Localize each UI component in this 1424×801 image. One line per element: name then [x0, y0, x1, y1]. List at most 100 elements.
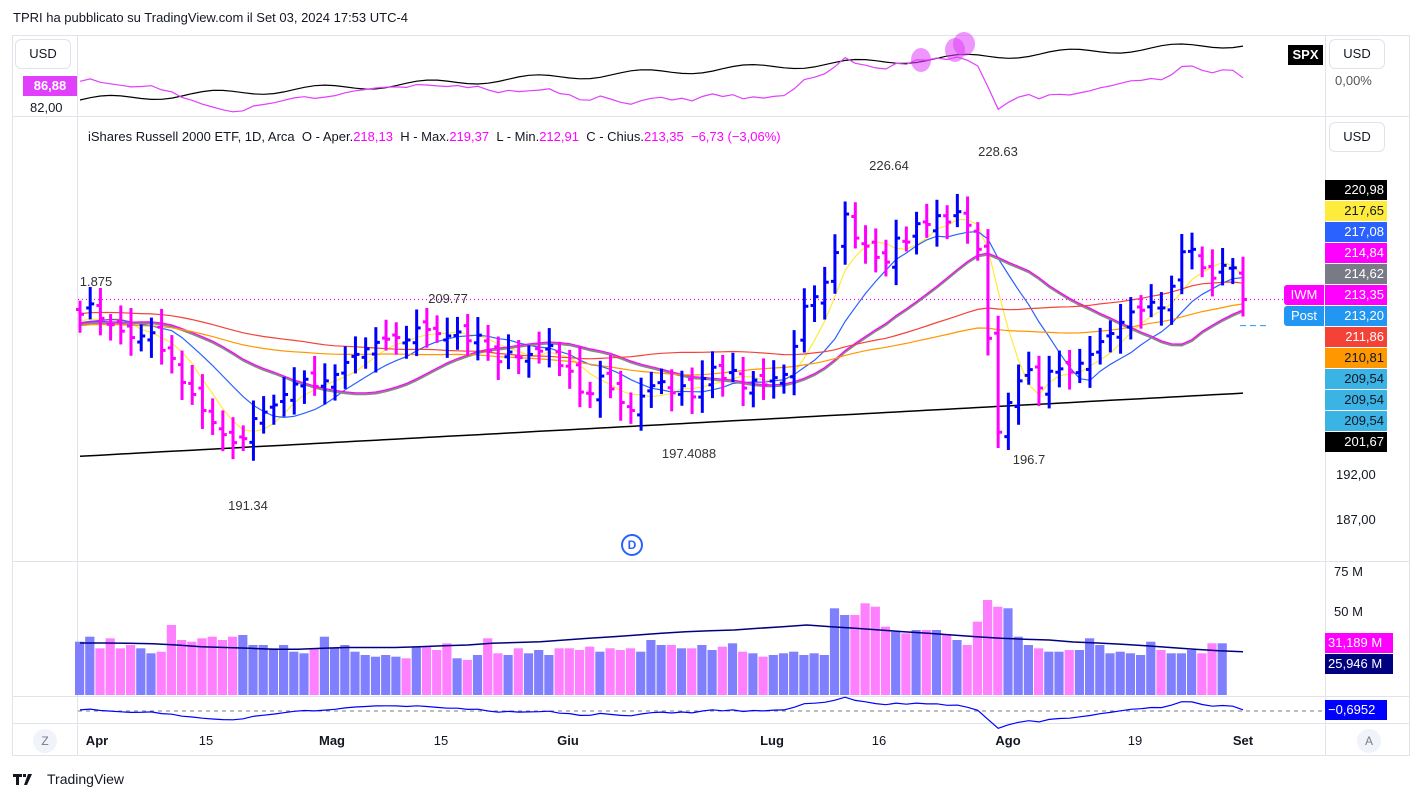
volume-bar: [942, 635, 952, 695]
volume-bar: [391, 656, 401, 695]
volume-bar: [605, 648, 615, 695]
volume-axis-tick: 50 M: [1334, 604, 1363, 619]
volume-bar: [238, 635, 248, 695]
ohlc-bar: [575, 346, 584, 408]
left-axis-divider: [77, 35, 78, 756]
ohlc-bar: [943, 205, 952, 240]
ohlc-bar: [718, 354, 727, 397]
volume-bar: [1176, 653, 1186, 695]
ohlc-bar: [647, 371, 656, 408]
dividend-marker-icon[interactable]: D: [621, 534, 643, 556]
ohlc-bar: [259, 396, 268, 434]
ohlc-bar: [1167, 275, 1176, 325]
volume-bar: [676, 648, 687, 695]
volume-bar: [340, 645, 350, 695]
volume-bar: [1136, 655, 1146, 695]
ohlc-bar: [749, 370, 758, 408]
volume-bar: [860, 603, 870, 695]
ohlc-bar: [443, 317, 452, 358]
price-axis-label: 217,08: [1325, 222, 1387, 242]
volume-bar: [483, 638, 493, 695]
ohlc-bar: [830, 234, 839, 294]
volume-bar: [197, 638, 207, 695]
left-axis-tick: 82,00: [30, 100, 63, 115]
volume-bar: [513, 648, 523, 695]
price-axis-label: 214,62: [1325, 264, 1387, 284]
time-label: Apr: [85, 733, 109, 748]
volume-bar: [819, 655, 829, 695]
ohlc-bar: [412, 309, 421, 357]
ohlc-bar: [1085, 335, 1094, 388]
ohlc-bar: [586, 381, 595, 408]
annotation-label: 196.7: [1012, 452, 1046, 467]
volume-bar: [789, 651, 799, 695]
ohlc-bar: [463, 313, 472, 356]
annotation-label: 197.4088: [661, 446, 717, 461]
zoom-button[interactable]: Z: [33, 729, 57, 753]
ohlc-bar: [392, 322, 401, 355]
ohlc-bar: [1106, 320, 1115, 353]
legend-close: 213,35: [643, 129, 684, 144]
volume-bar: [534, 650, 544, 695]
ohlc-bar: [881, 239, 890, 277]
ohlc-bar: [106, 314, 115, 341]
volume-ma-line: [80, 624, 1244, 653]
ohlc-bar: [994, 315, 1003, 448]
time-label: 15: [198, 733, 214, 748]
ohlc-bar: [892, 219, 901, 286]
crossover-marker: [911, 48, 931, 72]
time-label: 15: [433, 733, 449, 748]
volume-bar: [1115, 651, 1125, 695]
volume-bar: [299, 653, 309, 695]
sma-yellow-line: [79, 218, 1244, 433]
ohlc-bar: [239, 425, 248, 452]
price-axis-label: 209,54: [1325, 390, 1387, 410]
ohlc-bar: [871, 228, 880, 273]
volume-bar: [452, 658, 462, 695]
pane-divider: [12, 561, 1410, 562]
volume-bar: [983, 600, 993, 695]
ohlc-bar: [1228, 258, 1237, 285]
ohlc-bar: [759, 358, 768, 400]
volume-bar: [248, 645, 258, 695]
volume-bar: [146, 653, 156, 695]
auto-scale-button[interactable]: A: [1357, 729, 1381, 753]
left-currency-button[interactable]: USD: [15, 39, 71, 69]
volume-bar: [472, 655, 483, 695]
sma-red-line: [79, 281, 1244, 360]
ohlc-bar: [555, 341, 564, 376]
ohlc-bar: [218, 410, 227, 452]
volume-bar: [625, 648, 636, 695]
time-label: 19: [1127, 733, 1143, 748]
ohlc-bar: [565, 349, 574, 389]
ohlc-bar: [453, 316, 462, 350]
ohlc-bar: [290, 367, 299, 415]
volume-bar: [829, 608, 840, 695]
volume-bar: [962, 645, 972, 695]
ohlc-bar: [953, 193, 962, 228]
tv-logo-icon: [13, 774, 32, 785]
volume-bar: [360, 655, 370, 695]
ohlc-bar: [596, 360, 605, 418]
volume-bar: [217, 640, 227, 695]
ohlc-bar: [116, 305, 125, 345]
footer-brand: TradingView: [47, 771, 125, 787]
ohlc-bar: [922, 203, 931, 238]
volume-bar: [330, 648, 340, 695]
ohlc-bar: [1157, 292, 1166, 326]
ohlc-bar: [626, 392, 635, 424]
volume-bar: [350, 651, 360, 695]
ohlc-bar: [1096, 327, 1105, 365]
compare-currency-button[interactable]: USD: [1329, 39, 1385, 69]
ohlc-bar: [76, 300, 84, 333]
main-currency-button[interactable]: USD: [1329, 122, 1385, 152]
ohlc-bar: [371, 327, 380, 373]
ohlc-bar: [229, 417, 238, 460]
ohlc-bar: [841, 201, 850, 265]
volume-bar: [850, 615, 860, 695]
volume-bar: [156, 651, 166, 695]
tradingview-logo[interactable]: TradingView: [13, 770, 124, 788]
ohlc-bar: [331, 364, 340, 401]
ohlc-bar: [810, 285, 819, 322]
